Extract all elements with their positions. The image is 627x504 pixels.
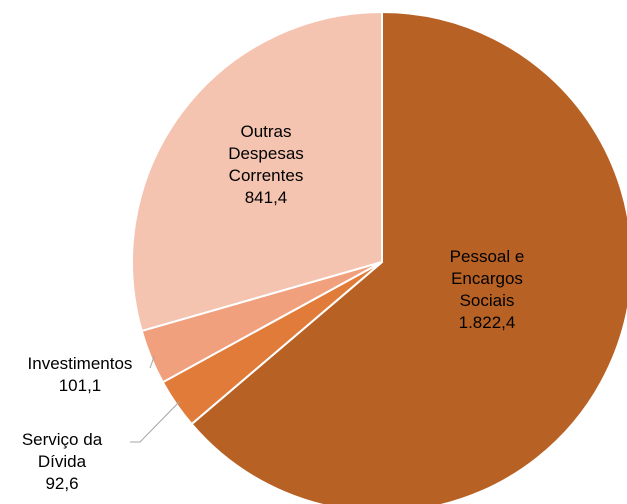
- slice-name: Investimentos: [27, 354, 133, 373]
- pie-slice: [190, 10, 627, 504]
- slice-label: Outras Despesas Correntes 841,4: [211, 121, 321, 209]
- slice-value: 92,6: [45, 474, 79, 493]
- slice-value: 841,4: [244, 188, 288, 207]
- slice-label: Pessoal e Encargos Sociais 1.822,4: [432, 246, 542, 334]
- slice-name: Serviço da Dívida: [21, 430, 103, 471]
- slice-name: Outras Despesas Correntes: [228, 122, 304, 185]
- leader-line: [149, 355, 155, 369]
- leader-line: [130, 401, 180, 443]
- slice-name: Pessoal e Encargos Sociais: [449, 247, 525, 310]
- pie-slice: [131, 10, 383, 333]
- slice-value: 101,1: [58, 376, 102, 395]
- slice-label: Serviço da Dívida 92,6: [12, 429, 112, 495]
- slice-value: 1.822,4: [458, 313, 516, 332]
- slice-label: Investimentos 101,1: [10, 353, 150, 397]
